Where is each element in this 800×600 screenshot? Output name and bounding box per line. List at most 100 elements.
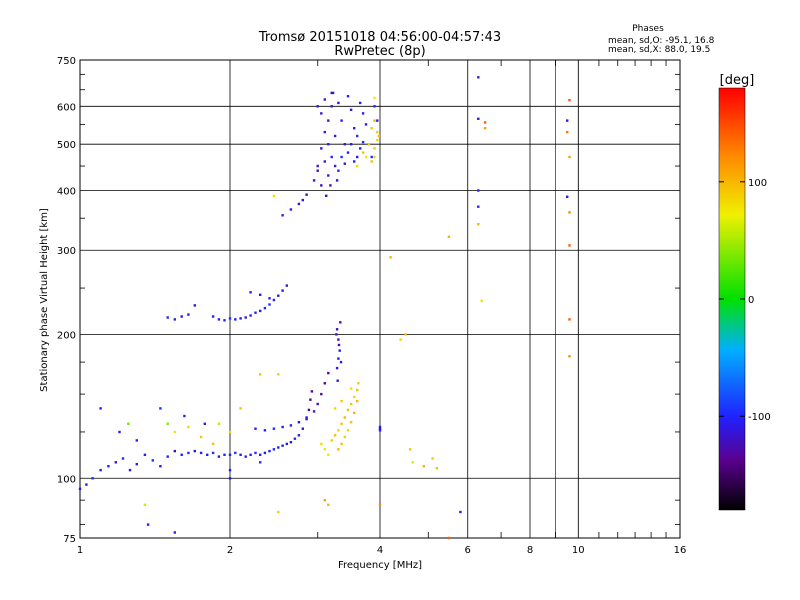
y-tick-label: 75 [63,534,76,545]
echo-point-o [211,315,215,318]
echo-point-o [340,155,343,159]
echo-point-o [361,140,365,144]
echo-point-x [370,160,373,163]
echo-point-o [254,311,257,314]
echo-point-x [239,407,242,410]
echo-point-x [422,465,426,468]
echo-point-o [277,446,280,449]
echo-point-o [335,328,339,331]
echo-point-o [259,461,262,464]
echo-point-o [343,143,346,146]
echo-point-x [356,399,359,403]
echo-point-x [333,407,337,410]
echo-point-x [166,422,169,425]
x-tick-label: 10 [572,545,585,556]
colorbar: [deg] 100 0 -100 [718,73,771,511]
x-axis-label: Frequency [MHz] [338,560,422,571]
echo-point-o [272,298,276,302]
echo-point-o [159,407,162,410]
echo-point-o [337,169,340,172]
echo-point-o [289,208,293,211]
echo-point-x [327,503,330,506]
echo-point-x [568,244,571,247]
echo-point-o [239,453,242,456]
echo-point-o [353,160,356,163]
echo-point-o [337,338,340,341]
echo-point-o [254,427,257,430]
y-tick-label: 750 [57,56,76,67]
phase-mean-x: mean, sd,X: 88.0, 19.5 [608,45,710,55]
echo-point-o [281,214,284,217]
echo-point-o [323,130,326,134]
x-tick-label: 1 [77,545,83,556]
echo-point-o [338,349,341,352]
echo-point-o [263,451,267,455]
x-tick-label: 16 [674,545,687,556]
echo-point-o [118,430,121,434]
echo-point-x [483,121,487,124]
echo-point-x [353,411,356,415]
echo-point-o [335,179,339,182]
y-tick-label: 100 [57,474,76,485]
echo-point-x [399,338,402,341]
colorbar-label: [deg] [720,73,755,88]
phase-heading: Phases [632,24,664,34]
echo-point-o [307,408,311,412]
echo-point-o [146,523,150,526]
echo-point-x [378,503,382,506]
echo-point-x [568,155,571,159]
echo-point-o [477,205,480,208]
echo-point-o [361,112,365,115]
y-axis-ticks: 75 100 200 300 400 500 600 750 [57,56,680,545]
echo-point-o [316,169,319,172]
echo-point-o [343,162,346,165]
echo-point-o [285,442,288,446]
echo-point-o [199,451,203,455]
echo-point-x [346,408,350,412]
echo-point-x [568,211,571,214]
echo-point-x [217,422,221,425]
echo-point-o [477,117,480,120]
echo-point-o [159,465,162,468]
echo-point-x [568,99,571,102]
echo-point-x [431,457,434,460]
echo-point-x [367,143,371,146]
echo-point-o [263,306,267,310]
echo-point-o [320,392,323,396]
colorbar-tick-label: 0 [748,295,754,306]
echo-point-o [99,407,102,410]
y-tick-label: 500 [57,140,76,151]
echo-point-o [114,461,117,464]
echo-point-o [289,424,293,427]
y-tick-label: 600 [57,102,76,113]
echo-point-x [272,194,276,197]
echo-point-o [107,465,110,468]
echo-point-o [193,304,196,307]
echo-point-o [281,444,284,447]
echo-point-o [346,95,350,98]
echo-point-x [435,467,438,470]
echo-point-o [356,155,359,159]
echo-point-o [305,417,308,421]
echo-point-x [356,388,359,392]
echo-point-o [325,194,328,197]
x-tick-label: 4 [377,545,383,556]
echo-point-x [376,138,379,142]
echo-point-o [244,455,247,458]
echo-point-o [234,318,237,321]
echo-point-o [378,429,382,432]
echo-point-o [337,357,340,360]
echo-point-x [566,130,569,134]
phase-mean-o: mean, sd,O: -95.1, 16.8 [608,36,715,46]
echo-point-o [364,123,368,126]
echo-point-o [272,448,276,451]
echo-point-o [180,315,183,318]
echo-point-o [263,429,267,432]
echo-point-x [343,435,346,439]
x-axis-ticks: 1 2 4 6 8 10 16 [77,60,687,556]
echo-point-x [411,461,414,464]
echo-point-o [339,321,342,324]
echo-point-o [320,112,323,115]
echo-point-o [166,316,169,319]
